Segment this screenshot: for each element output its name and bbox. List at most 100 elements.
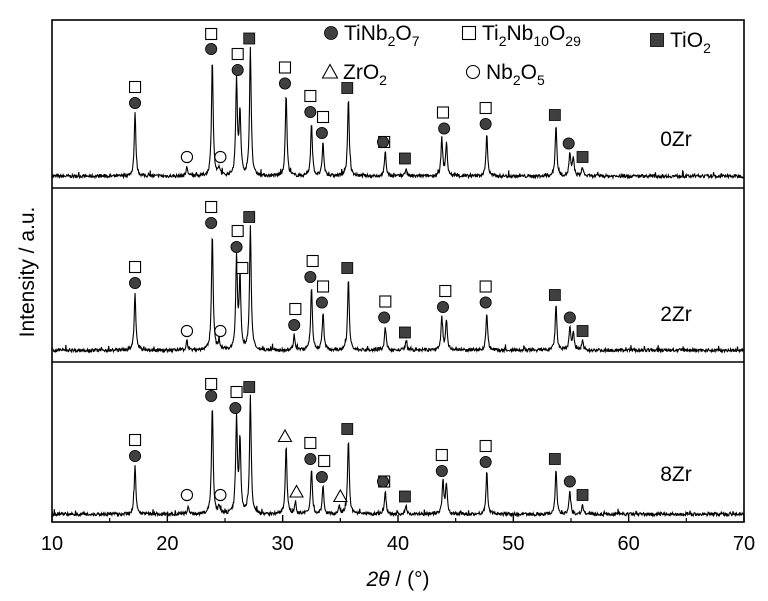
marker-0zr-open-circle-2: [180, 150, 194, 164]
legend: TiNb2O7 Ti2Nb10O29 TiO2 ZrO2 Nb2O5: [321, 22, 711, 88]
x-tick-label-10: 10: [41, 533, 63, 555]
marker-2zr-filled-square-24: [548, 289, 561, 301]
marker-8zr-filled-square-16: [341, 423, 354, 435]
marker-0zr-filled-circle-1: [129, 97, 142, 110]
marker-2zr-filled-circle-15: [315, 296, 328, 309]
marker-0zr-open-square-9: [278, 61, 292, 74]
marker-8zr-open-square-4: [205, 377, 218, 391]
marker-2zr-filled-square-26: [576, 325, 589, 337]
marker-2zr-filled-circle-18: [378, 311, 391, 324]
marker-2zr-filled-square-19: [399, 326, 411, 339]
legend-marker-filled-circle: [324, 26, 338, 40]
series-label-2zr: 2Zr: [660, 303, 692, 326]
marker-0zr-filled-square-15: [341, 82, 354, 94]
x-tick-label-40: 40: [387, 533, 409, 555]
series-label-8zr: 8Zr: [660, 463, 692, 486]
marker-2zr-filled-circle-13: [304, 270, 317, 283]
series-line-2zr: [51, 225, 745, 354]
legend-marker-open-triangle: [321, 63, 339, 79]
marker-2zr-filled-circle-21: [436, 300, 449, 313]
marker-2zr-filled-circle-7: [230, 240, 243, 253]
legend-label-0: TiNb2O7: [344, 22, 420, 49]
marker-2zr-open-square-6: [231, 224, 244, 238]
marker-0zr-filled-square-18: [399, 152, 411, 165]
marker-2zr-open-square-17: [379, 295, 392, 308]
marker-2zr-open-square-20: [439, 284, 452, 298]
marker-0zr-filled-circle-17: [377, 135, 390, 148]
marker-8zr-filled-square-26: [576, 489, 589, 501]
marker-8zr-open-square-11: [304, 436, 317, 450]
legend-label-4: Nb2O5: [486, 61, 545, 88]
marker-8zr-open-triangle-15: [332, 488, 348, 503]
marker-0zr-filled-circle-10: [278, 77, 291, 90]
marker-0zr-filled-circle-22: [479, 118, 492, 131]
marker-0zr-filled-circle-5: [205, 43, 218, 56]
marker-8zr-filled-circle-25: [563, 475, 576, 488]
x-tick-label-30: 30: [272, 533, 294, 555]
marker-8zr-open-circle-3: [214, 488, 227, 502]
x-tick-label-70: 70: [733, 533, 755, 555]
marker-8zr-open-square-22: [479, 439, 492, 453]
series-label-0zr: 0Zr: [660, 128, 692, 151]
x-axis-ticks: 10 20 30 40 50 60 70: [41, 515, 755, 555]
marker-2zr-open-circle-3: [214, 324, 227, 338]
legend-label-1: Ti2Nb10O29: [482, 22, 581, 49]
marker-0zr-filled-circle-7: [231, 64, 244, 77]
marker-0zr-open-circle-3: [214, 150, 227, 164]
marker-layer: [128, 27, 589, 503]
marker-2zr-filled-square-9: [243, 211, 256, 223]
x-tick-label-50: 50: [502, 533, 524, 555]
marker-0zr-filled-square-25: [576, 151, 589, 163]
marker-8zr-open-triangle-10: [289, 484, 304, 498]
marker-0zr-open-square-0: [128, 80, 142, 94]
marker-8zr-filled-circle-5: [205, 389, 218, 402]
plot-frame: [51, 19, 745, 523]
marker-8zr-open-square-0: [128, 433, 142, 447]
marker-2zr-filled-circle-25: [563, 311, 576, 324]
marker-8zr-filled-circle-12: [304, 452, 317, 465]
marker-0zr-open-square-21: [479, 101, 492, 115]
x-tick-label-60: 60: [618, 533, 640, 555]
marker-8zr-filled-circle-7: [229, 401, 242, 414]
marker-8zr-filled-circle-23: [479, 455, 492, 468]
marker-8zr-filled-circle-18: [377, 475, 390, 488]
marker-2zr-open-square-4: [205, 200, 218, 214]
marker-8zr-filled-square-24: [548, 453, 561, 465]
legend-label-3: ZrO2: [343, 61, 387, 88]
marker-0zr-filled-circle-20: [438, 122, 451, 135]
marker-2zr-filled-circle-1: [129, 276, 142, 289]
marker-2zr-filled-circle-23: [479, 296, 492, 309]
marker-2zr-open-square-12: [306, 254, 319, 268]
marker-8zr-open-triangle-9: [277, 428, 293, 443]
marker-8zr-filled-square-19: [399, 490, 411, 503]
marker-8zr-open-square-20: [435, 448, 448, 462]
marker-0zr-open-square-19: [436, 106, 450, 119]
x-axis-title: 2θ / (°): [366, 568, 430, 591]
legend-marker-open-circle: [465, 64, 481, 80]
marker-8zr-filled-square-8: [243, 381, 256, 393]
legend-marker-open-square: [461, 25, 477, 41]
legend-label-2: TiO2: [670, 29, 711, 56]
marker-2zr-open-square-0: [128, 260, 142, 274]
marker-2zr-open-circle-2: [180, 324, 194, 338]
series-line-8zr: [51, 394, 745, 518]
marker-0zr-open-square-11: [304, 89, 317, 103]
marker-0zr-open-square-13: [316, 110, 330, 124]
x-axis-unit: / (°): [390, 568, 430, 591]
marker-0zr-filled-circle-12: [304, 106, 317, 119]
series-line-0zr: [51, 46, 745, 180]
x-tick-label-20: 20: [156, 533, 178, 555]
marker-8zr-open-circle-2: [180, 488, 194, 502]
y-axis-title: Intensity / a.u.: [16, 207, 39, 338]
marker-0zr-open-square-4: [205, 27, 218, 41]
marker-2zr-filled-circle-5: [205, 216, 218, 229]
marker-0zr-filled-circle-24: [562, 137, 575, 150]
marker-0zr-open-square-6: [231, 47, 244, 61]
marker-2zr-open-square-10: [289, 302, 302, 316]
marker-8zr-filled-circle-1: [129, 449, 142, 462]
marker-8zr-filled-circle-14: [315, 470, 328, 483]
legend-marker-filled-square: [650, 33, 664, 47]
x-axis-symbol: 2θ: [366, 568, 391, 591]
marker-8zr-open-square-6: [230, 385, 243, 399]
